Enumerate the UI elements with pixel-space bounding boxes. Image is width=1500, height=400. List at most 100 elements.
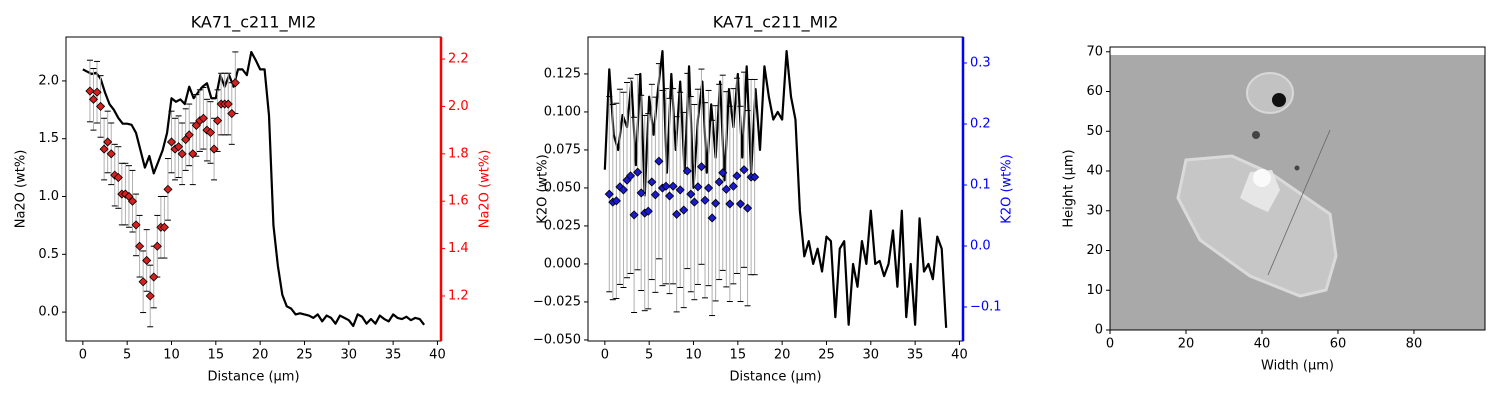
data-point bbox=[85, 86, 95, 96]
y2-tick-label: 1.4 bbox=[448, 241, 469, 256]
x-tick-label: 20 bbox=[1178, 337, 1195, 352]
data-point bbox=[700, 195, 710, 205]
y-tick-label: 0.0 bbox=[38, 305, 59, 320]
data-point bbox=[88, 94, 99, 104]
y-tick-label: −0.025 bbox=[533, 294, 581, 309]
y2-tick-label: 2.0 bbox=[448, 99, 469, 114]
data-point bbox=[145, 291, 155, 301]
data-point bbox=[629, 210, 639, 220]
image-header bbox=[1110, 47, 1485, 55]
x-tick-label: 20 bbox=[252, 348, 269, 363]
y-tick-label: 0.025 bbox=[544, 218, 581, 233]
data-point bbox=[633, 167, 643, 177]
data-point bbox=[174, 142, 184, 152]
upper-inclusion bbox=[1246, 72, 1294, 114]
y-tick-label: 1.0 bbox=[38, 189, 59, 204]
y2-tick-label: 0.2 bbox=[970, 116, 991, 131]
data-point bbox=[732, 171, 742, 181]
y-axis-label: Height (µm) bbox=[1062, 149, 1077, 227]
data-point bbox=[679, 205, 689, 215]
y-tick-label: 0 bbox=[1095, 323, 1103, 338]
x-axis-label: Distance (µm) bbox=[207, 370, 299, 385]
y2-axis-label: Na2O (wt%) bbox=[478, 150, 493, 229]
y-tick-label: −0.050 bbox=[533, 332, 581, 347]
data-point bbox=[230, 78, 240, 88]
y2-tick-label: 0.3 bbox=[970, 55, 991, 70]
data-point bbox=[643, 206, 653, 216]
data-point bbox=[127, 196, 138, 206]
sem-image bbox=[1110, 47, 1485, 330]
data-point bbox=[227, 108, 237, 119]
y-tick-label: 1.5 bbox=[38, 131, 59, 146]
x-tick-label: 40 bbox=[951, 348, 968, 363]
data-point bbox=[223, 99, 233, 109]
data-point bbox=[103, 137, 113, 147]
y-tick-label: 40 bbox=[1086, 164, 1103, 179]
data-point bbox=[714, 177, 724, 187]
y2-tick-label: 1.6 bbox=[448, 194, 469, 209]
spot bbox=[1294, 165, 1300, 171]
data-point bbox=[743, 203, 753, 213]
data-point bbox=[682, 166, 692, 176]
data-point bbox=[689, 197, 699, 207]
y-tick-label: 70 bbox=[1086, 44, 1103, 59]
data-point bbox=[166, 137, 177, 147]
data-point bbox=[205, 127, 216, 138]
x-tick-label: 40 bbox=[1254, 337, 1271, 352]
y2-tick-label: 1.2 bbox=[448, 288, 469, 303]
x-tick-label: 10 bbox=[685, 348, 702, 363]
chart-title: KA71_c211_MI2 bbox=[713, 13, 839, 33]
data-point bbox=[611, 196, 621, 206]
data-point bbox=[750, 172, 760, 182]
data-point bbox=[106, 149, 116, 159]
data-point bbox=[142, 255, 152, 266]
y-tick-label: 0.125 bbox=[544, 66, 581, 81]
data-point bbox=[149, 272, 159, 282]
data-point bbox=[177, 149, 187, 159]
data-point bbox=[636, 188, 646, 198]
data-point bbox=[99, 144, 109, 154]
x-axis-label: Width (µm) bbox=[1261, 359, 1334, 374]
data-point bbox=[718, 168, 728, 178]
data-point bbox=[163, 184, 173, 194]
data-point bbox=[138, 277, 148, 287]
data-point bbox=[92, 87, 102, 97]
data-point bbox=[184, 130, 194, 140]
data-point bbox=[704, 183, 714, 193]
y-tick-label: 0.000 bbox=[544, 256, 581, 271]
chart-title: KA71_c211_MI2 bbox=[191, 13, 317, 33]
data-point bbox=[725, 199, 735, 209]
y-axis-label: Na2O (wt%) bbox=[14, 150, 29, 229]
data-point bbox=[135, 241, 145, 251]
data-point bbox=[739, 165, 749, 175]
x-tick-label: 0 bbox=[79, 348, 87, 363]
line-series bbox=[603, 50, 948, 328]
y-tick-label: 0.5 bbox=[38, 247, 59, 262]
data-point bbox=[198, 113, 208, 123]
y-tick-label: 2.0 bbox=[38, 73, 59, 88]
data-point bbox=[707, 213, 717, 223]
plot-frame bbox=[1109, 46, 1486, 331]
y2-tick-label: −0.1 bbox=[970, 300, 1002, 315]
x-tick-label: 30 bbox=[863, 348, 880, 363]
x-tick-label: 25 bbox=[296, 348, 313, 363]
y2-tick-label: 1.8 bbox=[448, 146, 469, 161]
data-point bbox=[654, 156, 664, 166]
y2-tick-label: 0.0 bbox=[970, 239, 991, 254]
data-point bbox=[96, 101, 106, 111]
y-tick-label: 0.100 bbox=[544, 104, 581, 119]
x-tick-label: 15 bbox=[730, 348, 747, 363]
data-point bbox=[209, 144, 219, 154]
data-point bbox=[625, 171, 636, 181]
x-tick-label: 0 bbox=[601, 348, 609, 363]
x-tick-label: 15 bbox=[208, 348, 225, 363]
x-tick-label: 30 bbox=[341, 348, 358, 363]
y-tick-label: 0.050 bbox=[544, 180, 581, 195]
data-point bbox=[647, 177, 657, 187]
data-point bbox=[735, 199, 746, 209]
line-series bbox=[82, 50, 426, 328]
x-tick-label: 35 bbox=[907, 348, 924, 363]
data-point bbox=[188, 149, 198, 159]
data-point bbox=[711, 198, 721, 208]
